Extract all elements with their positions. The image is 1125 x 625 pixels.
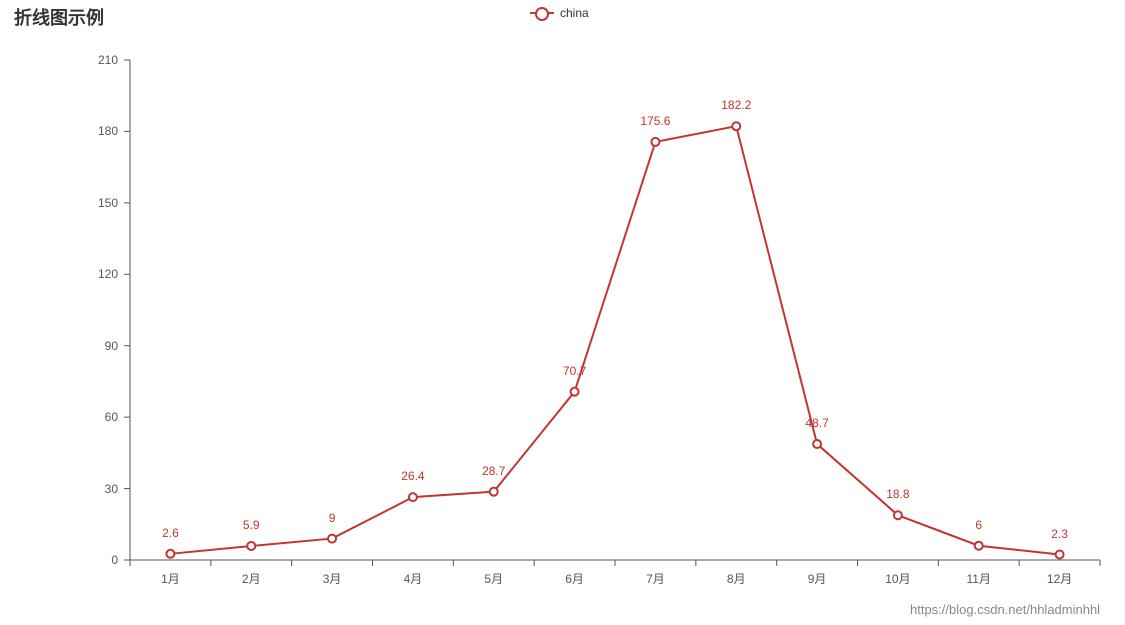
data-point[interactable] xyxy=(247,542,255,550)
x-tick-label: 12月 xyxy=(1047,570,1072,587)
data-label: 2.3 xyxy=(1051,527,1068,541)
data-label: 6 xyxy=(975,518,982,532)
x-tick-label: 9月 xyxy=(808,570,827,587)
data-point[interactable] xyxy=(328,535,336,543)
series-line[interactable] xyxy=(170,126,1059,554)
y-tick-label: 180 xyxy=(98,124,118,138)
data-label: 175.6 xyxy=(640,114,670,128)
y-tick-label: 120 xyxy=(98,267,118,281)
data-point[interactable] xyxy=(894,511,902,519)
data-label: 5.9 xyxy=(243,518,260,532)
data-point[interactable] xyxy=(166,550,174,558)
data-point[interactable] xyxy=(975,542,983,550)
x-tick-label: 4月 xyxy=(404,570,423,587)
y-tick-label: 0 xyxy=(111,553,118,567)
data-label: 26.4 xyxy=(401,469,424,483)
watermark: https://blog.csdn.net/hhladminhhl xyxy=(910,602,1100,617)
y-tick-label: 210 xyxy=(98,53,118,67)
x-tick-label: 2月 xyxy=(242,570,261,587)
data-label: 70.7 xyxy=(563,364,586,378)
x-tick-label: 1月 xyxy=(161,570,180,587)
data-label: 18.8 xyxy=(886,487,909,501)
x-tick-label: 5月 xyxy=(484,570,503,587)
data-point[interactable] xyxy=(651,138,659,146)
data-point[interactable] xyxy=(571,388,579,396)
x-tick-label: 3月 xyxy=(323,570,342,587)
data-label: 48.7 xyxy=(805,416,828,430)
data-label: 9 xyxy=(329,511,336,525)
data-point[interactable] xyxy=(490,488,498,496)
y-tick-label: 90 xyxy=(105,339,118,353)
data-label: 28.7 xyxy=(482,464,505,478)
data-point[interactable] xyxy=(1056,551,1064,559)
x-tick-label: 6月 xyxy=(565,570,584,587)
y-tick-label: 30 xyxy=(105,482,118,496)
line-chart: 折线图示例 china 1月2月3月4月5月6月7月8月9月10月11月12月0… xyxy=(0,0,1125,625)
y-tick-label: 60 xyxy=(105,410,118,424)
x-tick-label: 10月 xyxy=(885,570,910,587)
data-point[interactable] xyxy=(813,440,821,448)
data-label: 182.2 xyxy=(721,98,751,112)
y-tick-label: 150 xyxy=(98,196,118,210)
x-tick-label: 8月 xyxy=(727,570,746,587)
x-tick-label: 11月 xyxy=(967,570,991,587)
x-tick-label: 7月 xyxy=(646,570,665,587)
data-point[interactable] xyxy=(732,122,740,130)
data-label: 2.6 xyxy=(162,526,179,540)
data-point[interactable] xyxy=(409,493,417,501)
